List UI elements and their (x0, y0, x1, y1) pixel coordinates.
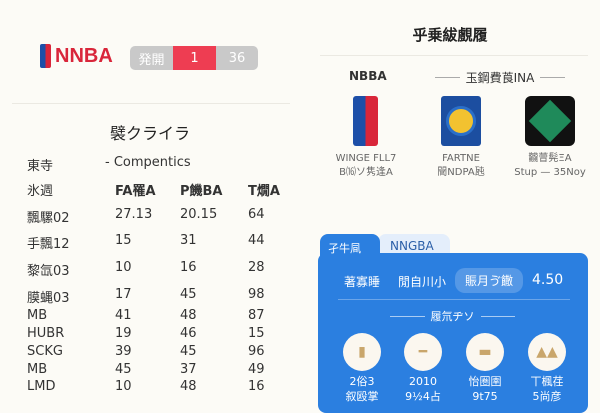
row-label: 手飄12 (27, 237, 70, 252)
table-cell: 39 (115, 344, 132, 359)
card-section: 履氘ヂソ (390, 308, 515, 324)
item-label: 怡圏圉 (468, 375, 502, 388)
right-title: 乎乗紱覻履 (412, 26, 488, 44)
table-cell: 37 (180, 362, 197, 377)
logo-text: NNBA (55, 44, 113, 67)
item-label: 2010 (409, 375, 437, 388)
row-label: 膜蝿03 (27, 291, 70, 306)
celtics-logo-icon (528, 99, 572, 143)
table-cell: 64 (248, 207, 265, 222)
table-cell: 15 (248, 326, 265, 341)
table-cell: 27.13 (115, 207, 153, 222)
card-stat-value: 4.50 (532, 272, 564, 288)
stats-title: 襞クライラ (109, 124, 190, 143)
table-cell: 16 (248, 379, 265, 394)
table-cell: 45 (180, 287, 197, 302)
tab-nngba[interactable]: NNGBA (378, 234, 450, 256)
section-right: 玉鋼費莨INA (435, 69, 566, 86)
nba-logo[interactable]: NNBA (40, 44, 113, 68)
row-label: LMD (27, 379, 56, 394)
table-cell: 20.15 (180, 207, 218, 222)
item-label: 丅楓荏 (530, 375, 564, 388)
team-caption: 䦡NDPA瓲 (437, 167, 485, 178)
team-caption: FARTNE (442, 153, 480, 164)
card-icon[interactable]: ▬ (466, 333, 504, 371)
column-header: T燗A (248, 184, 280, 199)
row-label: 黎氙03 (27, 264, 70, 279)
table-cell: 49 (248, 362, 265, 377)
score-home: 1 (173, 46, 216, 70)
celtics-logo[interactable] (525, 96, 575, 146)
nba-logo-icon (40, 44, 51, 68)
column-header: P饑BA (180, 184, 223, 199)
row-label: SCKG (27, 344, 63, 359)
column-header: FA罹A (115, 184, 156, 199)
table-cell: 98 (248, 287, 265, 302)
item-label: 2俗3 (349, 375, 375, 388)
card-section-label: 履氘ヂソ (430, 310, 475, 323)
mountain-icon[interactable]: ▲▲ (528, 333, 566, 371)
team-caption: B⒃ソ隽逢A (339, 167, 393, 178)
item-sub: 5尚彦 (532, 390, 562, 403)
table-cell: 44 (248, 233, 265, 248)
card-stat: 閒自川小 (398, 275, 447, 289)
team-caption: 龖萺髡ΞA (528, 153, 572, 164)
team-caption: WINGE FLL7 (335, 153, 397, 164)
team-caption: Stup — 35Noy (514, 167, 586, 178)
row-label: 飄騾02 (27, 211, 70, 226)
table-cell: 10 (115, 260, 132, 275)
table-cell: 19 (115, 326, 132, 341)
battery-icon[interactable]: ▮ (343, 333, 381, 371)
row-label: MB (27, 308, 48, 323)
table-cell: 28 (248, 260, 265, 275)
divider (338, 299, 570, 300)
table-cell: 46 (180, 326, 197, 341)
table-cell: 10 (115, 379, 132, 394)
warriors-logo[interactable] (441, 96, 481, 146)
card-stat-selected[interactable]: 賑月ゔ饊 (455, 268, 524, 293)
nba-team-logo[interactable] (353, 96, 378, 146)
warriors-logo-icon (446, 106, 476, 136)
table-cell: 45 (180, 344, 197, 359)
divider (12, 103, 290, 104)
meta-value: - Compentics (105, 155, 191, 170)
key-icon[interactable]: ━ (404, 333, 442, 371)
score-label: 発開 (130, 46, 173, 70)
row-label: MB (27, 362, 48, 377)
scoreboard: 発開 1 36 (130, 46, 258, 70)
item-sub: 9t75 (472, 390, 498, 403)
table-cell: 48 (180, 379, 197, 394)
column-header: 氷週 (27, 184, 54, 199)
table-cell: 15 (115, 233, 132, 248)
table-cell: 96 (248, 344, 265, 359)
section-left: NBBA (349, 69, 387, 83)
card-stat: 著寡睡 (344, 275, 381, 289)
tab-active[interactable]: 孑牛凬 (320, 234, 380, 258)
item-sub: 9½4占 (405, 390, 441, 403)
table-cell: 16 (180, 260, 197, 275)
section-right-label: 玉鋼費莨INA (465, 71, 535, 85)
score-away: 36 (216, 46, 258, 70)
table-cell: 17 (115, 287, 132, 302)
item-sub: 叙殴掌 (345, 390, 379, 403)
meta-label: 東寺 (27, 159, 54, 174)
table-cell: 31 (180, 233, 197, 248)
table-cell: 45 (115, 362, 132, 377)
table-cell: 87 (248, 308, 265, 323)
table-cell: 48 (180, 308, 197, 323)
divider (320, 55, 588, 56)
row-label: HUBR (27, 326, 65, 341)
table-cell: 41 (115, 308, 132, 323)
